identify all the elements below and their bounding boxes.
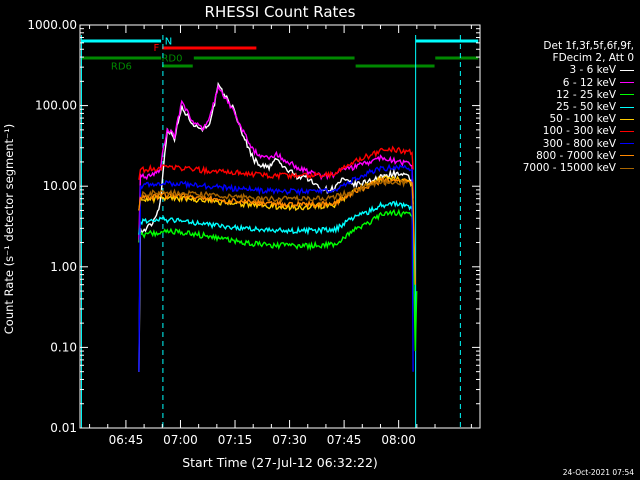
series-lines <box>138 81 418 372</box>
legend-entry: 7000 - 15000 keV <box>474 162 638 174</box>
legend-label: 6 - 12 keV <box>562 76 616 89</box>
legend-entries: 3 - 6 keV 6 - 12 keV 12 - 25 keV 25 - 50 ke… <box>474 64 638 174</box>
series-line <box>138 208 418 352</box>
legend-label: 25 - 50 keV <box>556 101 616 114</box>
y-tick-label: 1000.00 <box>27 18 77 32</box>
flag-label-rd6: RD6 <box>111 62 132 73</box>
legend: Det 1f,3f,5f,6f,9f, FDecim 2, Att 0 3 - … <box>474 40 638 174</box>
flag-label-n: N <box>165 37 172 48</box>
y-tick-label: 10.00 <box>43 179 77 193</box>
legend-entry: 800 - 7000 keV <box>474 150 638 162</box>
legend-swatch <box>620 82 634 84</box>
legend-label: 3 - 6 keV <box>569 64 616 77</box>
legend-swatch <box>620 118 634 120</box>
legend-label: 7000 - 15000 keV <box>522 162 616 175</box>
x-axis-label: Start Time (27-Jul-12 06:32:22) <box>182 455 378 470</box>
y-tick-label: 100.00 <box>35 99 77 113</box>
legend-label: 12 - 25 keV <box>556 88 616 101</box>
y-tick-label: 0.01 <box>50 421 77 435</box>
legend-entry: 6 - 12 keV <box>474 77 638 89</box>
legend-swatch <box>620 155 634 157</box>
series-line <box>141 177 408 203</box>
flag-label-rd0: RD0 <box>161 54 182 65</box>
series-line <box>138 81 414 372</box>
series-line <box>138 200 414 236</box>
chart-title: RHESSI Count Rates <box>205 3 356 21</box>
legend-label: 300 - 800 keV <box>542 137 616 150</box>
generated-timestamp: 24-Oct-2021 07:54 <box>562 468 634 477</box>
legend-swatch <box>620 131 634 133</box>
legend-entry: 12 - 25 keV <box>474 89 638 101</box>
legend-entry: 25 - 50 keV <box>474 101 638 113</box>
legend-label: 100 - 300 keV <box>542 125 616 138</box>
legend-swatch <box>620 106 634 108</box>
series-line <box>138 163 414 372</box>
x-tick-label: 07:30 <box>272 433 307 447</box>
legend-header-line-2: FDecim 2, Att 0 <box>552 52 634 65</box>
series-line <box>138 145 414 181</box>
legend-entry: 300 - 800 keV <box>474 138 638 150</box>
plot-frame <box>79 24 481 429</box>
series-line <box>138 83 414 243</box>
x-tick-label: 07:45 <box>327 433 362 447</box>
x-tick-label: 08:00 <box>381 433 416 447</box>
series-line <box>138 176 416 285</box>
legend-swatch <box>620 70 634 71</box>
x-tick-label: 07:00 <box>163 433 198 447</box>
y-axis-ticks: 0.01 0.10 1.00 10.00 100.00 1000.00 <box>27 18 480 435</box>
legend-entry: 100 - 300 keV <box>474 125 638 137</box>
x-tick-label: 07:15 <box>218 433 253 447</box>
flag-boundary-lines <box>80 35 461 428</box>
legend-swatch <box>620 143 634 145</box>
legend-entry: 3 - 6 keV <box>474 64 638 76</box>
flag-label-f: F <box>154 43 160 54</box>
legend-header-line-1: Det 1f,3f,5f,6f,9f, <box>543 40 634 52</box>
legend-label: 800 - 7000 keV <box>536 149 616 162</box>
legend-swatch <box>620 167 634 169</box>
legend-label: 50 - 100 keV <box>549 113 616 126</box>
x-tick-label: 06:45 <box>109 433 144 447</box>
y-tick-label: 0.10 <box>50 340 77 354</box>
legend-entry: 50 - 100 keV <box>474 113 638 125</box>
y-axis-label: Count Rate (s⁻¹ detector segment⁻¹) <box>2 124 16 334</box>
x-axis-ticks: 06:45 07:00 07:15 07:30 07:45 08:00 <box>89 25 472 447</box>
y-tick-label: 1.00 <box>50 260 77 274</box>
legend-swatch <box>620 94 634 96</box>
